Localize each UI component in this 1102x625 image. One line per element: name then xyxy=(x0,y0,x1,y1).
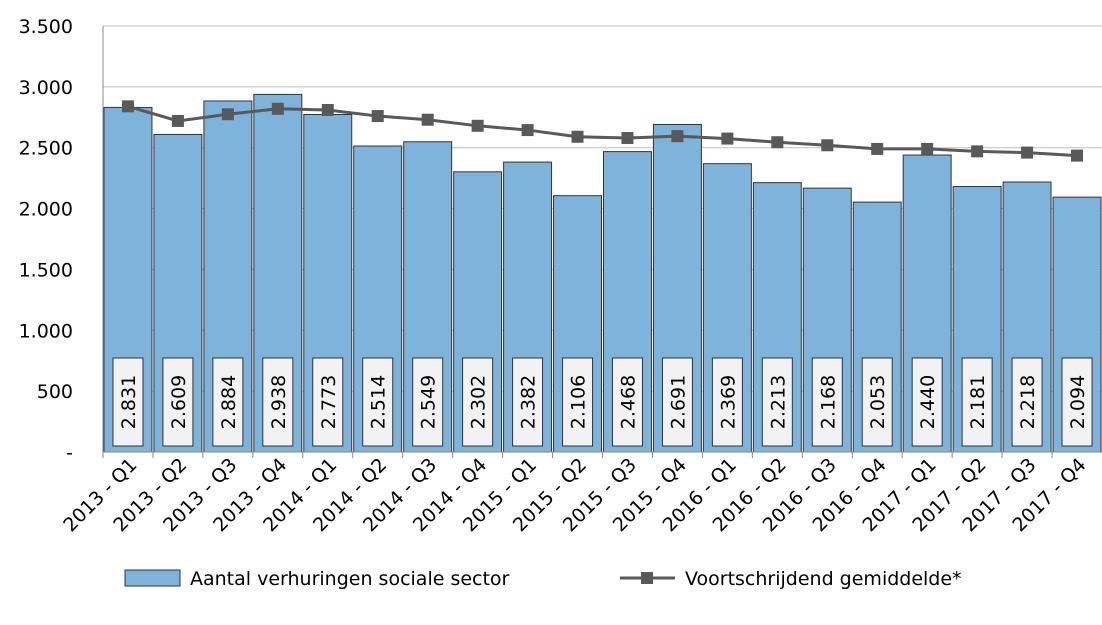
marker xyxy=(321,103,334,116)
value-label-box xyxy=(312,357,344,447)
marker xyxy=(421,113,434,126)
marker xyxy=(621,131,634,144)
value-label: 2.549 xyxy=(418,375,440,429)
legend-swatch xyxy=(124,569,181,587)
y-tick-label: 3.000 xyxy=(19,77,73,99)
y-tick-label: 500 xyxy=(37,381,73,403)
value-label-box xyxy=(462,357,494,447)
marker xyxy=(971,145,984,158)
value-label: 2.053 xyxy=(867,375,889,429)
marker xyxy=(1071,149,1084,162)
marker xyxy=(171,114,184,127)
marker xyxy=(1021,146,1034,159)
y-tick-label: 1.000 xyxy=(19,320,73,342)
value-label: 2.468 xyxy=(617,375,639,429)
value-label: 2.884 xyxy=(218,375,240,429)
legend-label: Voortschrijdend gemiddelde* xyxy=(685,568,962,590)
marker xyxy=(721,132,734,145)
marker xyxy=(871,142,884,155)
value-label-box xyxy=(661,357,693,447)
value-label-box xyxy=(811,357,843,447)
value-label: 2.181 xyxy=(967,375,989,429)
value-label-box xyxy=(412,357,444,447)
value-label: 2.213 xyxy=(767,375,789,429)
value-label: 2.440 xyxy=(917,375,939,429)
marker xyxy=(271,102,284,115)
value-label-box xyxy=(162,357,194,447)
value-label: 2.831 xyxy=(118,375,140,429)
marker xyxy=(371,110,384,123)
marker xyxy=(521,124,534,137)
value-label-box xyxy=(761,357,793,447)
value-label-box xyxy=(961,357,993,447)
y-tick-label: 1.500 xyxy=(19,259,73,281)
value-label-box xyxy=(112,357,144,447)
marker xyxy=(221,108,234,121)
value-label-box xyxy=(262,357,294,447)
value-label: 2.938 xyxy=(268,375,290,429)
y-tick-label: 2.500 xyxy=(19,138,73,160)
value-label: 2.609 xyxy=(168,375,190,429)
y-tick-label: 2.000 xyxy=(19,199,73,221)
value-label: 2.106 xyxy=(568,375,590,429)
value-label-box xyxy=(1061,357,1093,447)
value-label: 2.691 xyxy=(667,375,689,429)
marker xyxy=(771,136,784,149)
marker xyxy=(921,142,934,155)
value-label-box xyxy=(1011,357,1043,447)
marker xyxy=(571,130,584,143)
value-label-box xyxy=(611,357,643,447)
legend-label: Aantal verhuringen sociale sector xyxy=(190,568,510,590)
y-tick-label: 3.500 xyxy=(19,16,73,38)
value-label-box xyxy=(362,357,394,447)
legend-item: Voortschrijdend gemiddelde* xyxy=(620,568,962,590)
value-label-box xyxy=(512,357,544,447)
value-label-box xyxy=(212,357,244,447)
value-label: 2.514 xyxy=(368,375,390,429)
legend-item: Aantal verhuringen sociale sector xyxy=(124,568,510,590)
value-label: 2.369 xyxy=(717,375,739,429)
marker xyxy=(671,130,684,143)
legend-marker xyxy=(641,572,653,584)
y-tick-label: - xyxy=(66,442,73,464)
marker xyxy=(121,100,134,113)
value-label: 2.218 xyxy=(1017,375,1039,429)
marker xyxy=(471,119,484,132)
value-label-box xyxy=(711,357,743,447)
value-label-box xyxy=(562,357,594,447)
value-label: 2.382 xyxy=(518,375,540,429)
marker xyxy=(821,139,834,152)
value-label: 2.094 xyxy=(1067,375,1089,429)
value-label: 2.302 xyxy=(468,375,490,429)
value-label-box xyxy=(911,357,943,447)
value-label: 2.773 xyxy=(318,375,340,429)
line xyxy=(127,104,1078,158)
value-label-box xyxy=(861,357,893,447)
value-label: 2.168 xyxy=(817,375,839,429)
